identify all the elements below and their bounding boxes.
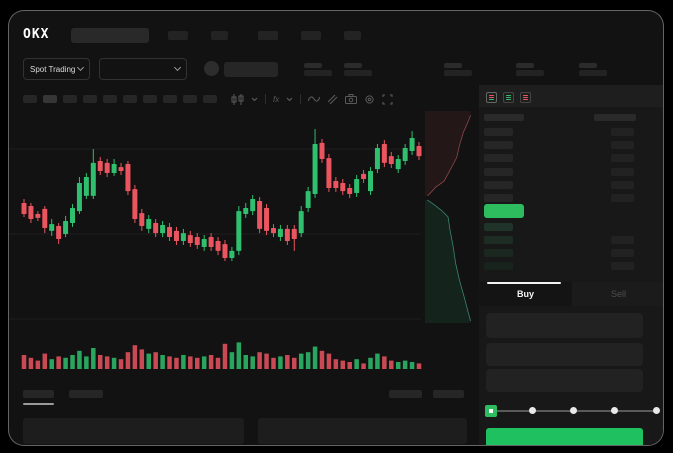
bid-row[interactable]: [484, 223, 513, 231]
order-book-header: [479, 85, 663, 107]
ask-row[interactable]: [484, 168, 513, 176]
chevron-down-icon[interactable]: [251, 97, 258, 102]
fullscreen-icon[interactable]: [382, 93, 393, 105]
bid-amount: [611, 249, 634, 257]
ask-row[interactable]: [484, 141, 513, 149]
orders-filter-1[interactable]: [389, 390, 422, 398]
stat-value-skeleton: [579, 70, 607, 76]
line-style-icon[interactable]: [308, 95, 321, 103]
ask-amount: [611, 154, 634, 162]
active-tab-indicator: [487, 282, 561, 284]
bid-amount: [611, 236, 634, 244]
nav-item-1[interactable]: [168, 31, 188, 40]
slider-stop[interactable]: [528, 407, 536, 414]
toolbar-divider: [300, 94, 302, 104]
stat-label-skeleton: [444, 63, 462, 68]
bid-row[interactable]: [484, 236, 513, 244]
ask-row[interactable]: [484, 128, 513, 136]
timeframe-button-3[interactable]: [63, 95, 77, 103]
app-window: OKX Spot Trading fx Buy Sell: [8, 10, 664, 446]
stat-value-skeleton: [304, 70, 332, 76]
orders-filter-2[interactable]: [433, 390, 464, 398]
timeframe-button-7[interactable]: [143, 95, 157, 103]
toolbar-divider: [265, 94, 266, 104]
settings-gear-icon[interactable]: [364, 94, 375, 105]
timeframe-button-8[interactable]: [163, 95, 177, 103]
orders-tab-2[interactable]: [69, 390, 103, 398]
chevron-down-icon: [173, 63, 182, 72]
nav-item-4[interactable]: [301, 31, 321, 40]
bid-row[interactable]: [484, 262, 513, 270]
book-asks-icon[interactable]: [520, 92, 531, 103]
search-input[interactable]: [71, 28, 149, 43]
price-chart[interactable]: [9, 109, 475, 387]
trade-input-3[interactable]: [486, 369, 643, 392]
order-history-panel: [258, 418, 467, 444]
order-book-trade-panel: Buy Sell: [479, 85, 663, 445]
stat-label-skeleton: [516, 63, 534, 68]
market-type-label: Spot Trading: [30, 64, 76, 74]
nav-item-5[interactable]: [344, 31, 361, 40]
ask-amount: [611, 168, 634, 176]
bid-amount: [611, 262, 634, 270]
nav-item-2[interactable]: [211, 31, 228, 40]
ask-row[interactable]: [484, 194, 513, 202]
book-both-icon[interactable]: [486, 92, 497, 103]
nav-item-3[interactable]: [258, 31, 278, 40]
compare-icon[interactable]: [327, 94, 338, 105]
order-book-col-header-left: [484, 114, 524, 121]
trade-input-1[interactable]: [486, 313, 643, 338]
ask-amount: [611, 128, 634, 136]
slider-stop[interactable]: [570, 407, 577, 414]
timeframe-button-2[interactable]: [43, 95, 57, 103]
active-tab-underline: [23, 403, 54, 405]
stat-value-skeleton: [344, 70, 372, 76]
open-orders-panel: [23, 418, 244, 444]
timeframe-button-5[interactable]: [103, 95, 117, 103]
book-bids-icon[interactable]: [503, 92, 514, 103]
stat-label-skeleton: [344, 63, 362, 68]
stat-value-skeleton: [444, 70, 472, 76]
trade-tabs: Buy Sell: [479, 282, 663, 306]
last-price-highlight[interactable]: [484, 204, 524, 218]
pair-name-skeleton: [224, 62, 278, 77]
ask-row[interactable]: [484, 181, 513, 189]
order-book-col-header-right: [594, 114, 636, 121]
timeframe-button-1[interactable]: [23, 95, 37, 103]
ask-amount: [611, 194, 634, 202]
pair-select[interactable]: [99, 58, 187, 80]
timeframe-button-10[interactable]: [203, 95, 217, 103]
chart-tools: fx: [231, 93, 393, 105]
timeframe-button-9[interactable]: [183, 95, 197, 103]
timeframe-button-6[interactable]: [123, 95, 137, 103]
bid-row[interactable]: [484, 249, 513, 257]
stat-label-skeleton: [304, 63, 322, 68]
stat-label-skeleton: [579, 63, 597, 68]
stat-value-skeleton: [516, 70, 544, 76]
okx-logo: OKX: [23, 27, 50, 42]
tab-sell[interactable]: Sell: [572, 282, 663, 306]
ask-amount: [611, 141, 634, 149]
slider-handle[interactable]: [485, 404, 497, 417]
slider-stop[interactable]: [652, 407, 660, 414]
market-type-select[interactable]: Spot Trading: [23, 58, 90, 80]
slider-stop[interactable]: [611, 407, 619, 414]
orders-tab-1[interactable]: [23, 390, 54, 398]
coin-icon: [204, 61, 219, 76]
tab-buy[interactable]: Buy: [479, 282, 572, 306]
buy-submit-button[interactable]: [486, 428, 643, 445]
indicator-fx-icon[interactable]: fx: [273, 94, 280, 104]
ask-amount: [611, 181, 634, 189]
timeframe-button-4[interactable]: [83, 95, 97, 103]
chevron-down-icon[interactable]: [286, 97, 293, 102]
chevron-down-icon: [76, 63, 85, 72]
camera-icon[interactable]: [345, 94, 358, 104]
ask-row[interactable]: [484, 154, 513, 162]
candle-type-icon[interactable]: [231, 93, 244, 105]
trade-input-2[interactable]: [486, 343, 643, 366]
